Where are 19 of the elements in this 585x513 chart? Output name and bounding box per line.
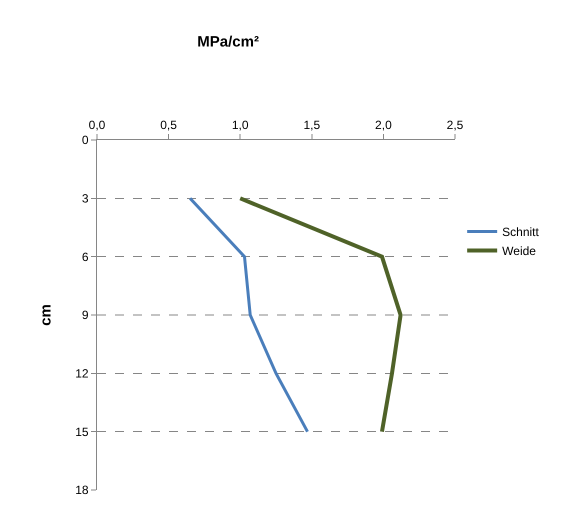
y-tick-label: 15 <box>75 424 89 439</box>
x-tick-label: 1,0 <box>232 118 249 132</box>
y-tick-label: 6 <box>82 250 89 264</box>
legend-label: Weide <box>502 244 536 258</box>
x-tick-label: 2,5 <box>446 118 464 132</box>
y-tick-label: 3 <box>82 192 89 206</box>
legend-label: Schnitt <box>502 225 540 240</box>
line-series <box>238 196 403 434</box>
x-tick-label: 1,5 <box>303 118 320 132</box>
x-tick-label: 2,0 <box>375 118 392 132</box>
y-axis-title: cm <box>37 304 54 326</box>
y-tick-label: 9 <box>82 308 89 322</box>
x-tick-label: 0,5 <box>160 118 178 132</box>
chart-title: MPa/cm² <box>197 33 259 50</box>
y-tick-label: 18 <box>75 483 89 498</box>
x-tick-label: 0,0 <box>88 118 106 132</box>
y-tick-label: 12 <box>75 366 89 381</box>
y-tick-label: 0 <box>82 133 89 148</box>
line-series <box>188 196 309 434</box>
